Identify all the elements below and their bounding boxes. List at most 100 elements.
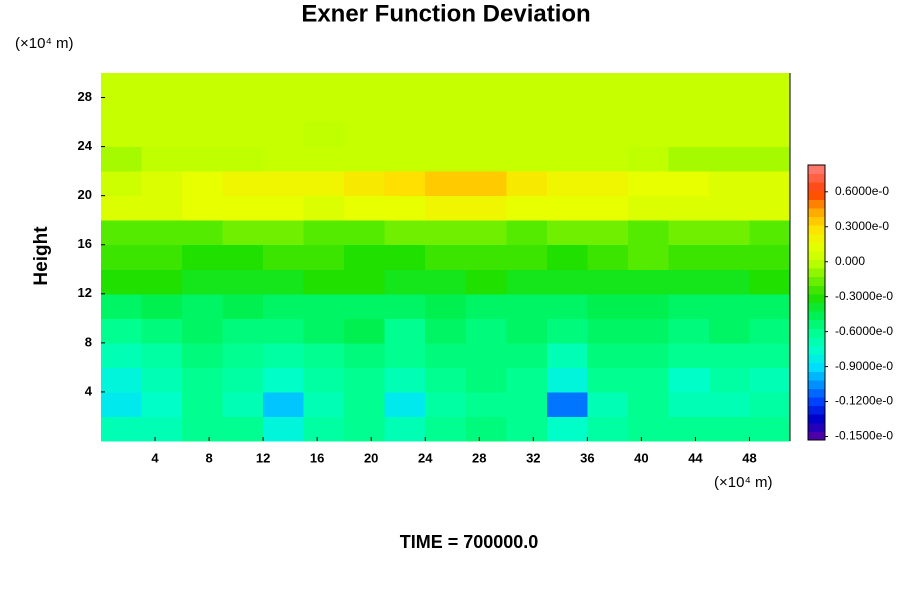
field-cell — [627, 416, 669, 442]
field-cell — [668, 97, 710, 123]
x-tick-label: 8 — [205, 450, 212, 465]
field-cell — [587, 318, 629, 344]
field-cell — [425, 416, 467, 442]
field-cell — [749, 269, 791, 295]
field-cell — [465, 73, 507, 99]
field-cell — [465, 416, 507, 442]
field-cell — [627, 367, 669, 393]
field-cell — [263, 171, 305, 197]
field-cell — [587, 342, 629, 368]
field-cell — [141, 73, 183, 99]
colorbar-band — [808, 182, 825, 192]
field-cell — [263, 342, 305, 368]
field-cell — [141, 97, 183, 123]
field-cell — [546, 195, 588, 221]
y-tick-label: 20 — [78, 187, 92, 202]
colorbar-band — [808, 173, 825, 183]
field-cell — [303, 293, 345, 319]
field-cell — [587, 220, 629, 246]
field-cell — [465, 220, 507, 246]
field-cell — [303, 220, 345, 246]
field-cell — [587, 244, 629, 270]
field-cell — [749, 146, 791, 172]
colorbar-band — [808, 328, 825, 338]
field-cell — [749, 391, 791, 417]
field-cell — [182, 318, 224, 344]
field-cell — [627, 146, 669, 172]
field-cell — [587, 367, 629, 393]
field-cell — [344, 416, 386, 442]
field-cell — [506, 122, 548, 148]
field-cell — [101, 318, 143, 344]
field-cell — [303, 367, 345, 393]
field-cell — [749, 122, 791, 148]
field-cell — [425, 146, 467, 172]
colorbar-band — [808, 371, 825, 381]
field-cell — [465, 171, 507, 197]
field-cell — [344, 146, 386, 172]
field-cell — [546, 391, 588, 417]
colorbar-band — [808, 190, 825, 200]
field-cell — [101, 416, 143, 442]
field-cell — [182, 391, 224, 417]
field-cell — [668, 73, 710, 99]
field-cell — [465, 342, 507, 368]
field-cell — [627, 342, 669, 368]
field-cell — [101, 342, 143, 368]
colorbar-band — [808, 268, 825, 278]
colorbar-band — [808, 199, 825, 209]
time-label: TIME = 700000.0 — [400, 532, 539, 552]
field-cell — [546, 122, 588, 148]
x-tick-label: 32 — [526, 450, 540, 465]
field-cell — [263, 269, 305, 295]
field-cell — [141, 416, 183, 442]
field-cell — [546, 73, 588, 99]
field-cell — [182, 195, 224, 221]
x-tick-label: 20 — [364, 450, 378, 465]
colorbar-band — [808, 311, 825, 321]
field-cell — [222, 244, 264, 270]
y-tick-label: 4 — [85, 383, 93, 398]
field-cell — [222, 391, 264, 417]
field-cell — [668, 269, 710, 295]
field-cell — [506, 73, 548, 99]
field-cell — [587, 146, 629, 172]
field-cell — [303, 97, 345, 123]
field-cell — [708, 293, 750, 319]
field-cell — [465, 318, 507, 344]
field-cell — [668, 171, 710, 197]
field-cell — [708, 318, 750, 344]
colorbar-label: 0.3000e-0 — [835, 219, 889, 233]
field-cell — [344, 367, 386, 393]
field-cell — [546, 342, 588, 368]
field-cell — [708, 367, 750, 393]
field-cell — [627, 171, 669, 197]
field-cell — [263, 122, 305, 148]
field-cell — [303, 73, 345, 99]
field-cell — [749, 244, 791, 270]
x-tick-label: 12 — [256, 450, 270, 465]
colorbar-band — [808, 207, 825, 218]
field-cell — [141, 171, 183, 197]
field-cell — [425, 73, 467, 99]
field-cell — [668, 367, 710, 393]
y-tick-label: 24 — [78, 138, 93, 153]
field-cell — [263, 97, 305, 123]
field-cell — [546, 318, 588, 344]
colorbar-band — [808, 431, 825, 441]
field — [101, 73, 791, 442]
field-cell — [506, 342, 548, 368]
field-cell — [141, 318, 183, 344]
field-cell — [344, 122, 386, 148]
field-cell — [303, 244, 345, 270]
field-cell — [101, 97, 143, 123]
field-cell — [222, 318, 264, 344]
field-cell — [465, 244, 507, 270]
field-cell — [344, 195, 386, 221]
field-cell — [384, 293, 426, 319]
x-unit: (×10⁴ m) — [714, 474, 773, 491]
colorbar-band — [808, 405, 825, 415]
field-cell — [182, 416, 224, 442]
field-cell — [263, 195, 305, 221]
field-cell — [263, 416, 305, 442]
